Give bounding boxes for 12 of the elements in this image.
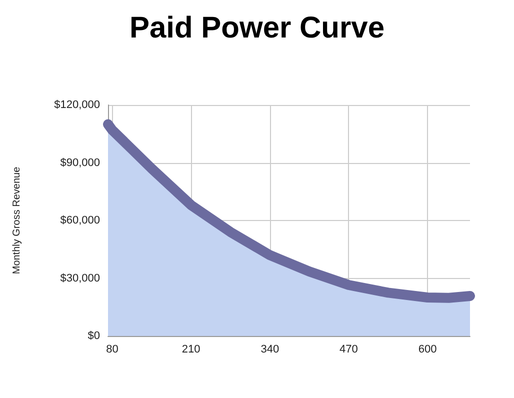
x-tick-label: 340 — [260, 344, 280, 356]
y-tick-label: $30,000 — [60, 272, 100, 284]
y-tick-label: $90,000 — [60, 156, 100, 169]
x-tick-label: 470 — [340, 344, 358, 356]
y-tick-label: $120,000 — [54, 99, 100, 111]
chart-title: Paid Power Curve — [129, 12, 385, 44]
y-axis-title: Monthly Gross Revenue — [12, 166, 22, 274]
y-tick-label: $60,000 — [60, 214, 100, 226]
x-tick-label: 600 — [418, 344, 437, 356]
x-tick-label: 210 — [182, 344, 200, 356]
x-tick-label: 80 — [106, 344, 118, 356]
y-tick-label: $0 — [88, 330, 100, 342]
